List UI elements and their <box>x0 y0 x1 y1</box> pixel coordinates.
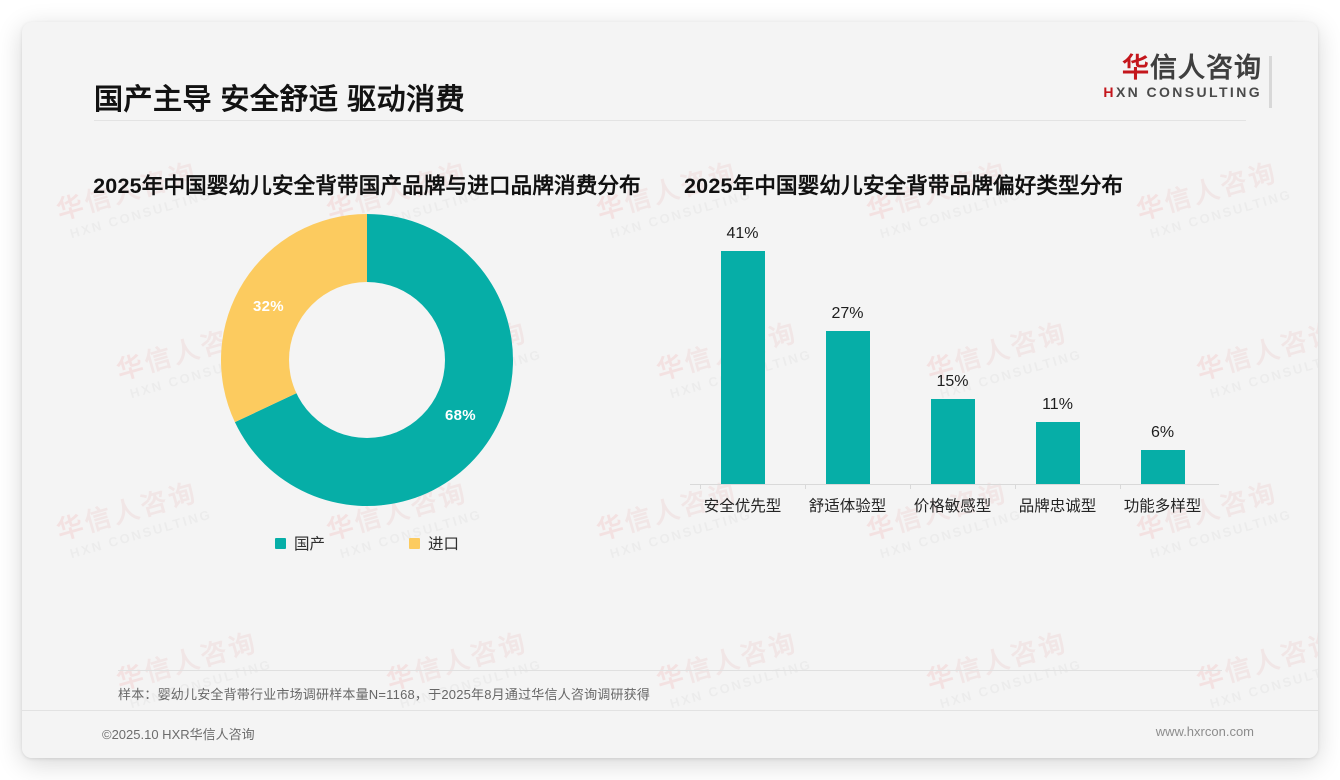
bar-axis-tick <box>700 485 701 490</box>
slide-header: 国产主导 安全舒适 驱动消费 <box>22 22 1318 120</box>
bar-value-label: 27% <box>831 304 864 322</box>
bar-slot: 11% <box>1007 222 1108 485</box>
bar-category-安全优先型: 安全优先型 <box>703 498 782 516</box>
bar-功能多样型[interactable] <box>1140 450 1185 485</box>
header-divider <box>94 120 1246 121</box>
logo-en-initial: H <box>1103 84 1116 101</box>
logo-chinese-rest: 信人咨询 <box>1150 53 1262 83</box>
logo-english-name: HXN CONSULTING <box>1103 84 1262 100</box>
bar-chart-title: 2025年中国婴幼儿安全背带品牌偏好类型分布 <box>684 174 1124 198</box>
bar-axis-tick <box>1120 485 1121 490</box>
bar-slot: 6% <box>1112 222 1213 485</box>
bar-安全优先型[interactable] <box>720 250 765 485</box>
charts-area: 2025年中国婴幼儿安全背带国产品牌与进口品牌消费分布 68% 32% 国产 进… <box>22 172 1318 642</box>
bar-value-label: 11% <box>1042 395 1073 413</box>
bar-value-label: 41% <box>726 224 759 242</box>
bar-category-品牌忠诚型: 品牌忠诚型 <box>1018 498 1097 516</box>
bar-axis-tick <box>805 485 806 490</box>
slide-card: 华信人咨询 HXN CONSULTING 华信人咨询 HXN CONSULTING 华信… <box>22 22 1318 758</box>
logo-accent-bar <box>1269 56 1272 108</box>
bar-品牌忠诚型[interactable] <box>1035 421 1080 485</box>
donut-label-domestic: 68% <box>445 407 476 425</box>
donut-chart-title: 2025年中国婴幼儿安全背带国产品牌与进口品牌消费分布 <box>93 174 641 198</box>
donut-chart: 68% 32% <box>42 210 692 510</box>
bar-chart-block: 2025年中国婴幼儿安全背带品牌偏好类型分布 41% 27% 15% 11% 6% 安全… <box>672 172 1272 522</box>
legend-item-domestic[interactable]: 国产 <box>274 532 325 554</box>
bar-axis-tick <box>910 485 911 490</box>
logo-en-rest: XN CONSULTING <box>1115 84 1262 101</box>
bar-category-价格敏感型: 价格敏感型 <box>913 498 992 516</box>
footer-divider <box>22 710 1318 711</box>
footer-copyright: ©2025.10 HXR华信人咨询 <box>102 727 255 742</box>
legend-item-imported[interactable]: 进口 <box>409 532 459 554</box>
footer-website[interactable]: www.hxrcon.com <box>1155 724 1254 739</box>
slide-footer: ©2025.10 HXR华信人咨询 www.hxrcon.com <box>22 711 1318 758</box>
footnote-divider <box>118 670 1222 671</box>
donut-svg <box>220 214 513 507</box>
bar-axis-baseline <box>690 484 1219 486</box>
bar-value-label: 6% <box>1150 424 1175 442</box>
donut-legend: 国产 进口 <box>42 532 692 554</box>
logo-chinese-name: 华信人咨询 <box>1103 54 1262 82</box>
donut-label-imported: 32% <box>253 298 284 316</box>
donut-hole <box>289 282 445 439</box>
bar-slot: 15% <box>902 222 1003 485</box>
bar-slot: 41% <box>692 222 793 485</box>
footnote-text: 样本：婴幼儿安全背带行业市场调研样本量N=1168，于2025年8月通过华信人咨… <box>118 687 651 702</box>
donut-chart-block: 2025年中国婴幼儿安全背带国产品牌与进口品牌消费分布 68% 32% 国产 进… <box>42 172 692 554</box>
bar-chart: 41% 27% 15% 11% 6% 安全优先型 舒适体验型 价格敏感型 品牌忠诚型 功能多样型 <box>682 222 1242 522</box>
legend-swatch-domestic <box>274 537 286 549</box>
legend-swatch-imported <box>409 537 420 549</box>
bar-价格敏感型[interactable] <box>930 398 975 485</box>
company-logo: 华信人咨询 HXN CONSULTING <box>1103 54 1272 108</box>
bar-value-label: 15% <box>936 372 969 390</box>
bar-category-labels: 安全优先型 舒适体验型 价格敏感型 品牌忠诚型 功能多样型 <box>692 494 1217 522</box>
bar-plot-area: 41% 27% 15% 11% 6% <box>692 222 1217 485</box>
page-title: 国产主导 安全舒适 驱动消费 <box>94 84 466 116</box>
legend-label-domestic: 国产 <box>293 536 325 554</box>
bar-axis-tick <box>1015 485 1016 490</box>
bar-category-功能多样型: 功能多样型 <box>1123 498 1202 516</box>
bar-slot: 27% <box>797 222 898 485</box>
logo-hua-character: 华 <box>1122 53 1150 83</box>
legend-label-imported: 进口 <box>428 536 460 554</box>
bar-舒适体验型[interactable] <box>825 330 870 485</box>
bar-category-舒适体验型: 舒适体验型 <box>808 498 887 516</box>
